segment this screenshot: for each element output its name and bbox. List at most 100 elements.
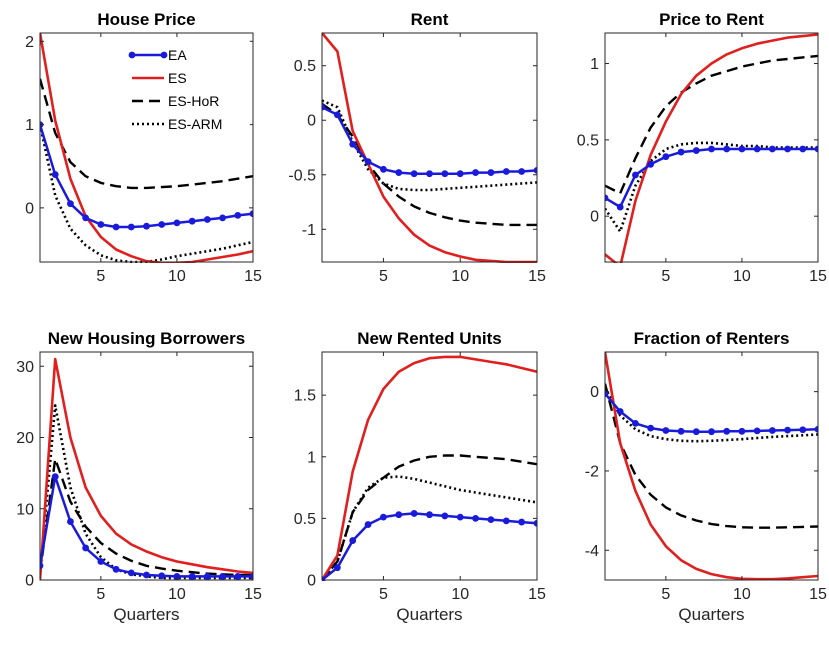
x-tick-label: 5	[379, 268, 388, 285]
ea-marker	[692, 147, 700, 154]
ea-marker	[51, 473, 59, 481]
x-axis-label: Quarters	[678, 605, 744, 624]
ea-marker	[380, 165, 387, 173]
ea-marker	[441, 512, 449, 520]
ea-marker	[799, 145, 807, 153]
legend: EA ES ES-HoR ES-ARM	[126, 41, 250, 135]
panel-3: 5 10 15 0 0.5 1 Price to Rent	[577, 10, 827, 285]
ea-marker	[380, 513, 387, 521]
y-tick-label: 1	[590, 56, 599, 73]
y-tick-label: 0	[307, 113, 316, 130]
ea-marker	[112, 223, 120, 231]
ea-marker	[768, 145, 776, 153]
y-tick-label: -1	[302, 222, 316, 239]
ea-marker	[67, 518, 74, 525]
x-tick-label: 15	[809, 586, 827, 603]
ea-marker	[410, 170, 418, 178]
series-lines	[322, 355, 537, 581]
y-tick-label: 0.5	[577, 132, 599, 149]
ea-marker	[410, 510, 418, 517]
series-line-es-hor	[605, 383, 818, 529]
ea-marker	[219, 214, 226, 222]
y-tick-label: 1.5	[294, 388, 316, 405]
x-axis-label: Quarters	[113, 605, 179, 624]
y-tick-label: 10	[16, 501, 34, 518]
x-tick-label: 10	[451, 268, 469, 285]
ea-marker	[784, 426, 791, 434]
ea-marker	[533, 167, 537, 174]
axes-box	[604, 351, 819, 581]
panel-6: 5 10 15 -4 -2 0 Fraction of Renters Quarters	[585, 329, 827, 624]
ea-marker	[502, 517, 510, 525]
series-line-es-hor	[322, 102, 537, 227]
legend-marker	[128, 51, 136, 59]
ea-marker	[616, 408, 624, 415]
ea-marker	[67, 200, 74, 208]
series-line-es-hor	[605, 54, 818, 195]
ea-marker	[518, 168, 526, 175]
x-tick-label: 15	[244, 586, 262, 603]
ea-marker	[708, 145, 715, 153]
y-tick-label: 0	[590, 209, 599, 226]
ea-marker	[234, 573, 242, 580]
ea-marker	[97, 558, 105, 565]
series-line-es-arm	[322, 475, 537, 581]
ea-marker	[364, 521, 372, 528]
x-tick-label: 10	[451, 586, 469, 603]
legend-marker	[160, 51, 168, 59]
ea-marker	[426, 170, 433, 178]
y-tick-label: -0.5	[288, 167, 316, 184]
ea-marker	[203, 573, 211, 580]
ea-marker	[349, 140, 357, 148]
x-tick-label: 10	[168, 586, 186, 603]
panel-title: Rent	[411, 10, 449, 29]
panel-title: New Housing Borrowers	[48, 329, 245, 348]
axes-box	[39, 32, 254, 263]
ea-marker	[158, 221, 166, 228]
ea-marker	[647, 424, 655, 432]
ea-marker	[333, 111, 341, 119]
ea-marker	[605, 194, 609, 202]
x-tick-label: 15	[244, 268, 262, 285]
ea-marker	[814, 425, 818, 433]
y-tick-label: -2	[585, 463, 599, 480]
ea-marker	[249, 573, 253, 580]
ea-marker	[322, 103, 326, 111]
legend-label-ea: EA	[168, 47, 187, 63]
ea-marker	[188, 217, 196, 225]
series-line-es-arm	[40, 404, 253, 580]
y-tick-label: 20	[16, 430, 34, 447]
y-tick-label: 0.5	[294, 58, 316, 75]
ea-marker	[502, 168, 510, 175]
series-lines	[605, 351, 818, 581]
x-tick-label: 5	[661, 586, 670, 603]
series-lines	[322, 32, 537, 263]
axes-box	[604, 32, 819, 263]
x-tick-label: 10	[733, 268, 751, 285]
panel-title: Fraction of Renters	[634, 329, 790, 348]
series-line-ea	[322, 106, 537, 175]
y-tick-label: 1	[307, 449, 316, 466]
ea-marker	[364, 158, 372, 166]
ea-marker	[784, 145, 791, 153]
ea-marker	[487, 169, 495, 176]
ea-marker	[158, 572, 166, 580]
series-lines	[40, 357, 253, 581]
x-tick-label: 10	[168, 268, 186, 285]
ea-marker	[188, 573, 196, 580]
y-tick-label: 2	[25, 34, 34, 51]
panel-title: House Price	[97, 10, 195, 29]
ea-marker	[738, 145, 746, 153]
series-line-es-arm	[40, 124, 253, 263]
ea-marker	[249, 210, 253, 218]
ea-marker	[753, 145, 761, 153]
ea-marker	[127, 223, 135, 231]
series-line-es	[40, 357, 253, 581]
ea-marker	[234, 211, 242, 219]
ea-marker	[708, 428, 715, 436]
ea-marker	[723, 427, 731, 435]
y-tick-label: -4	[585, 543, 599, 560]
ea-marker	[677, 427, 685, 435]
ea-marker	[487, 516, 495, 524]
ea-marker	[753, 427, 761, 435]
